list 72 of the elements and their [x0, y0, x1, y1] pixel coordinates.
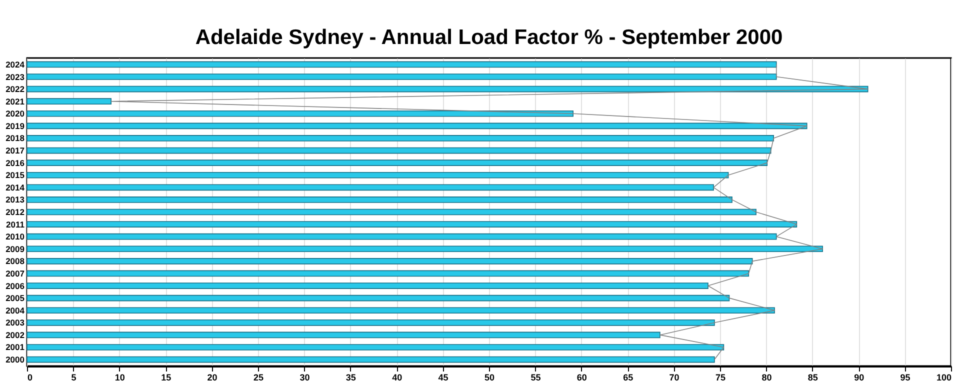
y-tick-label: 2007: [6, 268, 25, 278]
y-tick-label: 2017: [6, 146, 25, 156]
bar: [26, 294, 730, 302]
y-tick-label: 2010: [6, 232, 25, 242]
bar: [26, 196, 732, 203]
bar: [26, 98, 112, 105]
x-tick-label: 0: [28, 372, 33, 382]
y-tick-label: 2023: [6, 72, 25, 82]
bar: [26, 147, 772, 154]
y-tick-label: 2003: [6, 318, 25, 328]
x-tick-label: 5: [71, 372, 76, 382]
y-tick-label: 2016: [6, 158, 25, 168]
y-tick-label: 2011: [6, 219, 25, 230]
x-tick-label: 40: [392, 372, 402, 382]
x-tick-label: 65: [623, 372, 634, 382]
x-tick-label: 100: [936, 372, 952, 382]
y-tick-label: 2006: [6, 280, 25, 291]
y-tick-label: 2020: [6, 108, 25, 119]
bar: [26, 270, 750, 277]
bar: [26, 122, 808, 130]
bar: [26, 61, 777, 68]
x-tick-label: 90: [854, 372, 864, 382]
x-tick-label: 55: [530, 372, 541, 382]
chart-title: Adelaide Sydney - Annual Load Factor % - September 2000: [195, 26, 783, 49]
x-tick-label: 80: [762, 372, 772, 382]
y-tick-label: 2000: [6, 354, 25, 365]
y-tick-label: 2004: [6, 305, 25, 316]
y-tick-label: 2022: [6, 84, 25, 94]
bar: [26, 110, 574, 117]
x-tick-label: 25: [253, 372, 264, 382]
x-tick-label: 50: [484, 372, 495, 382]
bar: [26, 135, 774, 142]
x-tick-label: 85: [808, 372, 818, 382]
bar: [26, 319, 715, 326]
y-tick-label: 2001: [6, 342, 25, 352]
bar: [26, 221, 798, 228]
bar: [26, 184, 714, 191]
bar: [26, 246, 823, 252]
x-tick-label: 45: [438, 372, 448, 382]
y-tick-label: 2018: [6, 133, 25, 144]
x-tick-label: 15: [161, 372, 172, 382]
bar: [26, 344, 724, 350]
x-tick-label: 60: [576, 372, 587, 382]
y-tick-label: 2019: [6, 120, 25, 131]
y-tick-label: 2015: [6, 170, 25, 180]
bar: [26, 356, 715, 363]
x-tick-label: 10: [114, 372, 125, 382]
bar: [26, 233, 777, 240]
bar: [26, 332, 660, 338]
x-tick-label: 75: [715, 372, 726, 382]
y-tick-label: 2021: [6, 96, 25, 106]
bar: [26, 86, 868, 92]
x-tick-label: 35: [346, 372, 356, 382]
bar: [26, 307, 775, 314]
y-tick-label: 2008: [6, 256, 25, 266]
bar: [26, 208, 756, 216]
x-tick-label: 70: [669, 372, 680, 382]
y-tick-label: 2013: [6, 194, 25, 205]
bar: [26, 258, 753, 264]
y-tick-label: 2024: [6, 59, 25, 70]
bar: [26, 282, 708, 289]
y-tick-label: 2005: [6, 293, 25, 304]
x-tick-label: 30: [300, 372, 310, 382]
x-tick-label: 20: [207, 372, 218, 382]
y-tick-label: 2009: [6, 244, 25, 254]
bar: [26, 160, 768, 166]
bar: [26, 172, 729, 178]
y-tick-label: 2002: [6, 330, 25, 340]
x-tick-label: 95: [900, 372, 910, 382]
y-tick-label: 2012: [6, 207, 25, 217]
y-tick-label: 2014: [6, 182, 25, 192]
bar: [26, 74, 777, 80]
